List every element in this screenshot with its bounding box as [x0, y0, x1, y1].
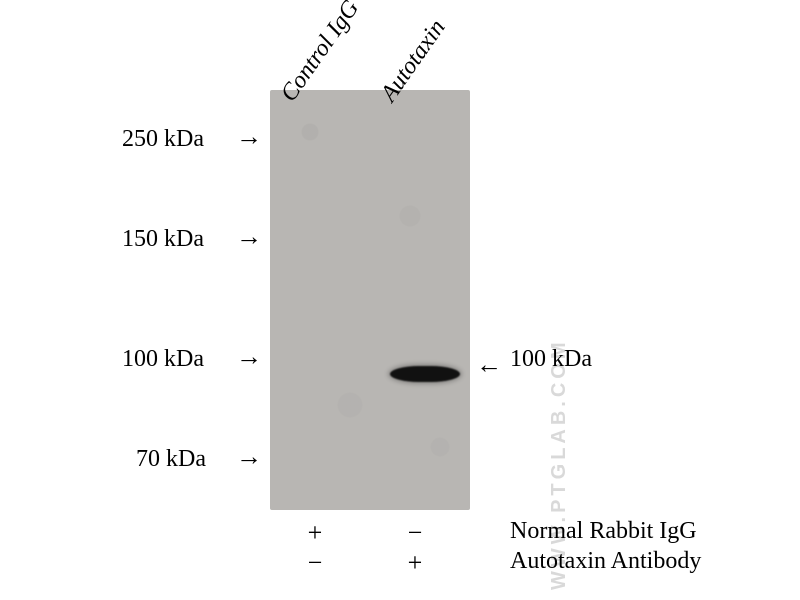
treatment-lane2-row1: − [400, 518, 430, 548]
band-size-label: 100 kDa [510, 346, 592, 373]
blot-texture [270, 90, 470, 510]
treatment-label-row2: Autotaxin Antibody [510, 548, 701, 575]
mw-label-250: 250 kDa [122, 126, 204, 153]
treatment-lane1-row1: + [300, 518, 330, 548]
mw-label-100: 100 kDa [122, 346, 204, 373]
arrow-icon: → [236, 444, 262, 470]
western-blot-figure: WWW.PTGLAB.COM Control IgG Autotaxin 250… [0, 0, 800, 600]
blot-membrane: WWW.PTGLAB.COM [270, 90, 470, 510]
arrow-icon: → [236, 124, 262, 150]
mw-label-70: 70 kDa [136, 446, 206, 473]
treatment-lane2-row2: + [400, 548, 430, 578]
arrow-icon: → [236, 224, 262, 250]
mw-label-150: 150 kDa [122, 226, 204, 253]
arrow-icon: ← [476, 352, 502, 378]
arrow-icon: → [236, 344, 262, 370]
treatment-label-row1: Normal Rabbit IgG [510, 518, 697, 545]
blot-band-autotaxin [390, 366, 460, 382]
treatment-lane1-row2: − [300, 548, 330, 578]
